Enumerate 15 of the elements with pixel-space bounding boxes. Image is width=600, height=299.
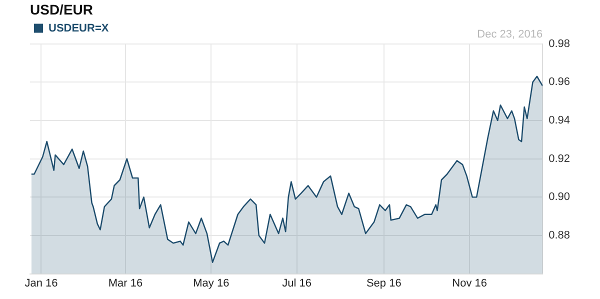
- x-tick-label: Jul 16: [282, 277, 312, 290]
- chart-title: USD/EUR: [30, 1, 94, 18]
- x-tick-label: May 16: [193, 277, 230, 290]
- text: Dec 23, 2016: [477, 28, 543, 40]
- y-tick-label: 0.94: [548, 114, 570, 126]
- y-tick-label: 0.92: [548, 152, 570, 165]
- x-tick-label: Nov 16: [452, 277, 487, 290]
- y-tick-label: 0.98: [548, 38, 570, 50]
- y-tick-label: 0.96: [548, 76, 570, 88]
- legend-label: USDEUR=X: [48, 22, 110, 34]
- y-tick-label: 0.88: [548, 230, 570, 242]
- x-tick-label: Sep 16: [366, 277, 402, 290]
- x-tick-label: Mar 16: [108, 277, 143, 290]
- x-tick-label: Jan 16: [24, 277, 58, 290]
- y-tick-label: 0.90: [548, 191, 570, 204]
